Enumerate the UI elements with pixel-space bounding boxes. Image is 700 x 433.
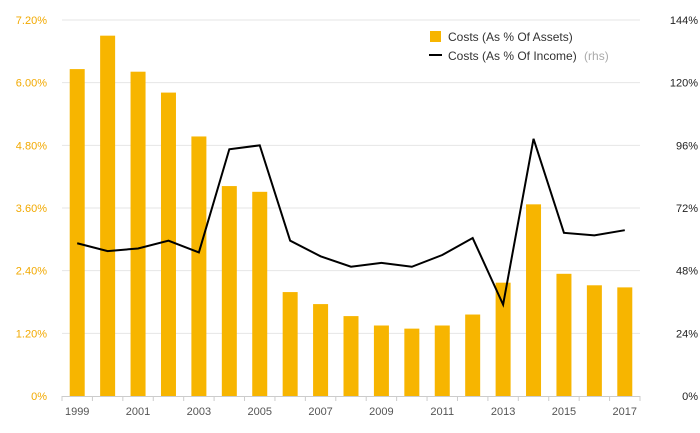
bar-2017 [617, 287, 633, 396]
x-tick-label: 2001 [126, 406, 150, 418]
bar-series [69, 35, 633, 397]
left-tick-label: 6.00% [16, 78, 47, 90]
bar-2012 [465, 314, 481, 396]
x-tick-label: 2009 [369, 406, 393, 418]
bar-2000 [100, 35, 116, 397]
left-tick-label: 0% [31, 391, 47, 403]
bar-2007 [313, 304, 329, 396]
x-tick-label: 2005 [247, 406, 271, 418]
x-tick-label: 2015 [552, 406, 576, 418]
bar-2014 [526, 204, 542, 396]
right-tick-label: 24% [676, 328, 698, 340]
right-tick-label: 0% [682, 391, 698, 403]
right-tick-label: 120% [670, 78, 698, 90]
line-series [76, 138, 625, 308]
legend: Costs (As % Of Assets) Costs (As % Of In… [429, 30, 609, 63]
bar-2016 [586, 285, 602, 396]
bar-1999 [69, 69, 85, 396]
bar-2015 [556, 273, 572, 396]
x-tick-label: 2007 [308, 406, 332, 418]
right-axis-ticks: 0% 24% 48% 72% 96% 120% 144% [670, 15, 698, 403]
legend-label-assets: Costs (As % Of Assets) [448, 30, 573, 44]
left-axis-ticks: 0% 1.20% 2.40% 3.60% 4.80% 6.00% 7.20% [16, 15, 47, 403]
line-costs-income [76, 138, 625, 308]
bar-2003 [191, 136, 207, 396]
left-tick-label: 7.20% [16, 15, 47, 27]
legend-label-income: Costs (As % Of Income) [448, 49, 577, 63]
left-tick-label: 2.40% [16, 266, 47, 278]
gridlines [62, 19, 640, 334]
bar-2001 [130, 71, 146, 396]
bar-2010 [404, 328, 420, 396]
left-tick-label: 3.60% [16, 203, 47, 215]
bar-2006 [282, 292, 298, 396]
left-tick-label: 1.20% [16, 328, 47, 340]
bar-2008 [343, 316, 359, 396]
bar-2004 [221, 186, 237, 396]
bar-2009 [373, 325, 389, 396]
x-tick-label: 2013 [491, 406, 515, 418]
x-tick-label: 2011 [430, 406, 454, 418]
legend-label-rhs: (rhs) [584, 49, 609, 63]
right-tick-label: 72% [676, 203, 698, 215]
x-tick-label: 2003 [187, 406, 211, 418]
legend-swatch-assets [430, 31, 441, 42]
right-tick-label: 144% [670, 15, 698, 27]
x-axis: 1999 2001 2003 2005 2007 2009 2011 2013 2015 2017 [61, 396, 641, 418]
right-tick-label: 96% [676, 140, 698, 152]
left-tick-label: 4.80% [16, 140, 47, 152]
x-tick-label: 2017 [613, 406, 637, 418]
bar-2002 [160, 92, 176, 396]
x-tick-label: 1999 [65, 406, 89, 418]
bar-2013 [495, 282, 511, 396]
right-tick-label: 48% [676, 266, 698, 278]
bar-2005 [252, 191, 268, 396]
bar-2011 [434, 325, 450, 396]
legend-label-income-group: Costs (As % Of Income) (rhs) [448, 49, 609, 63]
